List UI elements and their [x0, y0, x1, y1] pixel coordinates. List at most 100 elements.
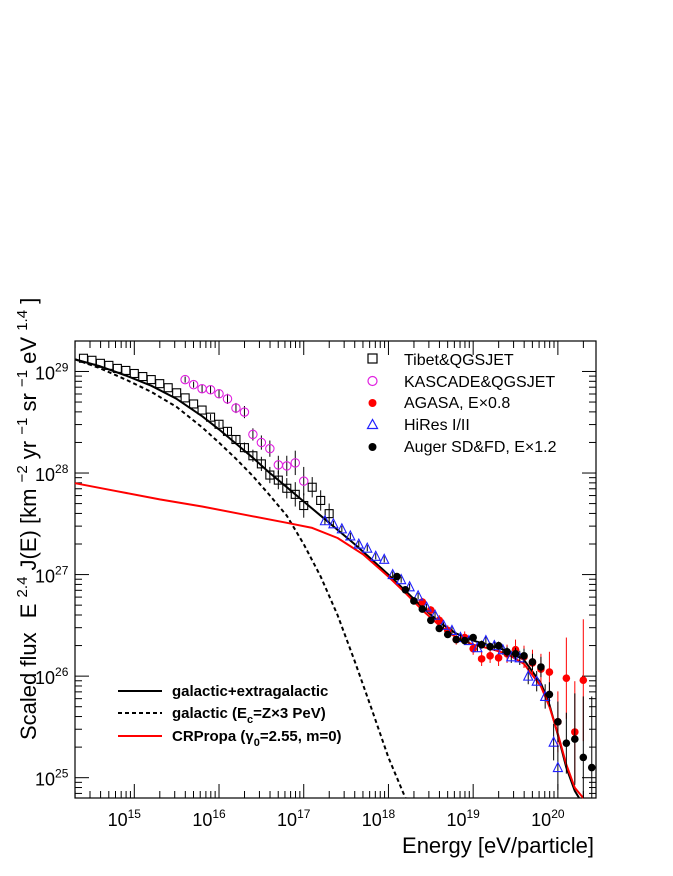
legend-label-agasa: AGASA, E×0.8 — [404, 395, 510, 412]
point-tibet — [231, 434, 241, 445]
legend-label-crpropa: CRPropa (γ0=2.55, m=0) — [172, 728, 342, 749]
point-tibet — [163, 383, 173, 393]
legend-label-crpropa-sub: 0 — [254, 737, 260, 749]
point-tibet — [290, 489, 300, 499]
point-tibet — [248, 451, 258, 461]
point-agasa — [477, 655, 486, 663]
data-markers — [78, 353, 596, 798]
point-auger — [520, 652, 528, 660]
y-tick-exp: 26 — [55, 665, 69, 679]
point-auger — [587, 763, 596, 772]
point-hires — [552, 761, 564, 773]
point-auger — [435, 624, 444, 633]
point-hires — [446, 624, 458, 635]
y-axis-title-e: E — [16, 604, 41, 619]
point-auger — [528, 658, 537, 666]
point-tibet — [299, 500, 309, 511]
point-agasa — [579, 676, 588, 684]
legend-label-crpropa-post: =2.55, m=0) — [260, 728, 342, 745]
y-tick-base: 10 — [35, 465, 55, 485]
point-auger — [418, 605, 427, 613]
legend-marker-agasa — [368, 399, 377, 407]
legend-label-kascade: KASCADE&QGSJET — [404, 374, 555, 391]
point-hires — [336, 522, 348, 534]
y-tick-label: 1026 — [35, 665, 69, 688]
y-tick-exp: 25 — [55, 767, 69, 781]
point-tibet — [180, 393, 190, 403]
y-tick-base: 10 — [35, 668, 55, 688]
point-tibet — [205, 412, 216, 422]
x-tick-label: 1020 — [531, 807, 565, 830]
point-kascade — [214, 389, 224, 399]
point-auger — [486, 642, 494, 651]
point-kascade — [290, 458, 301, 468]
x-tick-base: 10 — [446, 810, 466, 830]
y-tick-label: 1027 — [35, 564, 69, 587]
y-axis-title: Scaled flux E 2.4 J(E) [km −2 yr −1 sr −… — [7, 298, 41, 740]
point-auger — [443, 630, 452, 639]
point-auger — [469, 633, 477, 642]
axis-ticks — [74, 341, 596, 798]
point-auger — [537, 663, 545, 671]
y-axis-title-sr: sr — [16, 393, 41, 411]
legend-label-galactic-pre: galactic (E — [172, 705, 247, 722]
y-axis-title-ev-exp: 1.4 — [14, 310, 31, 331]
point-auger — [511, 649, 520, 658]
point-hires — [522, 669, 534, 681]
x-tick-base: 10 — [531, 810, 551, 830]
point-kascade — [180, 374, 190, 385]
legend-label-total: galactic+extragalactic — [172, 683, 328, 700]
point-agasa — [435, 616, 444, 625]
x-tick-exp: 18 — [382, 807, 396, 821]
point-tibet — [172, 388, 182, 398]
legend-label-auger: Auger SD&FD, E×1.2 — [404, 439, 557, 456]
point-auger — [401, 586, 410, 594]
point-hires — [327, 517, 339, 529]
point-auger — [427, 616, 435, 625]
y-tick-exp: 27 — [55, 564, 69, 578]
y-axis-title-yr-exp: −1 — [14, 418, 31, 435]
point-hires — [404, 580, 416, 592]
plot-frame — [74, 340, 597, 799]
point-auger — [460, 636, 469, 645]
point-agasa — [486, 652, 494, 660]
y-axis-title-sr-exp: −1 — [14, 370, 31, 387]
point-tibet — [307, 482, 317, 492]
point-hires — [438, 619, 449, 630]
legend-label-crpropa-pre: CRPropa ( — [172, 728, 245, 745]
point-hires — [353, 537, 365, 549]
legend-label-tibet: Tibet&QGSJET — [404, 352, 514, 369]
point-hires — [370, 550, 382, 561]
x-tick-label: 1018 — [362, 807, 396, 830]
y-tick-base: 10 — [35, 770, 55, 790]
legend-marker-kascade — [367, 375, 378, 387]
point-hires — [378, 553, 390, 564]
x-tick-exp: 17 — [297, 807, 311, 821]
point-kascade — [205, 384, 216, 395]
x-tick-exp: 19 — [466, 807, 480, 821]
x-axis-title: Energy [eV/particle] — [402, 833, 594, 858]
y-tick-label: 1029 — [35, 360, 69, 383]
point-agasa — [562, 674, 571, 682]
point-hires — [548, 735, 560, 747]
x-tick-label: 1016 — [192, 807, 226, 830]
x-tick-label: 1015 — [108, 807, 142, 830]
x-tick-exp: 16 — [212, 807, 226, 821]
x-tick-base: 10 — [108, 810, 128, 830]
legend-marker-tibet — [367, 353, 378, 364]
x-tick-base: 10 — [362, 810, 382, 830]
x-tick-label: 1017 — [277, 807, 311, 830]
point-kascade — [222, 394, 233, 404]
point-kascade — [248, 429, 258, 440]
point-auger — [477, 640, 486, 649]
point-kascade — [231, 403, 241, 413]
axis-tick-labels: 1015 1016 1017 1018 1019 10201025102610271028… — [35, 360, 565, 830]
legend-label-galactic-sub: c — [247, 714, 253, 726]
point-auger — [562, 739, 571, 747]
y-tick-exp: 29 — [55, 360, 69, 374]
y-axis-title-prefix: Scaled flux — [16, 632, 41, 740]
y-axis-title-close: ] — [16, 298, 41, 304]
